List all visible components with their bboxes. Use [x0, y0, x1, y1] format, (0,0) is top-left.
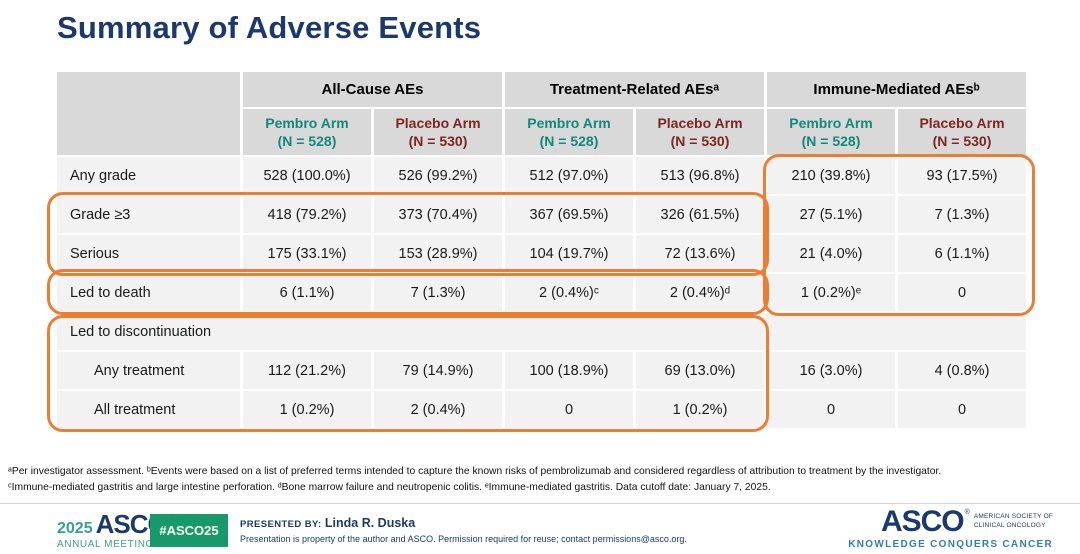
column-group-treatment-related: Treatment-Related AEsᵃ — [505, 72, 764, 107]
society-name-line1: AMERICAN SOCIETY OF — [973, 513, 1053, 521]
hashtag-badge: #ASCO25 — [150, 514, 228, 547]
table-cell: 0 — [767, 391, 895, 428]
presented-by-block: PRESENTED BY: Linda R. Duska Presentatio… — [240, 516, 687, 544]
table-cell: 373 (70.4%) — [374, 196, 502, 233]
arm-name: Pembro Arm — [527, 114, 611, 131]
footnotes: ᵃPer investigator assessment. ᵇEvents we… — [8, 464, 1076, 495]
column-header-allcause-pembro: Pembro Arm (N = 528) — [243, 109, 371, 155]
table-grid: All-Cause AEs Treatment-Related AEsᵃ Imm… — [57, 72, 1026, 428]
column-header-allcause-placebo: Placebo Arm (N = 530) — [374, 109, 502, 155]
row-label-any-treatment: Any treatment — [57, 352, 240, 389]
table-cell: 0 — [898, 391, 1026, 428]
table-cell: 72 (13.6%) — [636, 235, 764, 272]
slide-title: Summary of Adverse Events — [57, 10, 482, 45]
column-group-immune-mediated: Immune-Mediated AEsᵇ — [767, 72, 1026, 107]
row-label-serious: Serious — [57, 235, 240, 272]
row-label-led-to-discontinuation: Led to discontinuation — [57, 313, 1026, 350]
table-cell: 1 (0.2%) — [636, 391, 764, 428]
table-cell: 512 (97.0%) — [505, 157, 633, 194]
table-cell: 93 (17.5%) — [898, 157, 1026, 194]
table-cell: 2 (0.4%)ᵈ — [636, 274, 764, 311]
table-cell: 1 (0.2%)ᵉ — [767, 274, 895, 311]
table-cell: 79 (14.9%) — [374, 352, 502, 389]
row-label-any-grade: Any grade — [57, 157, 240, 194]
table-cell: 27 (5.1%) — [767, 196, 895, 233]
footnote-line-2: ᶜImmune-mediated gastritis and large int… — [8, 481, 771, 493]
table-cell: 21 (4.0%) — [767, 235, 895, 272]
table-cell: 2 (0.4%)ᶜ — [505, 274, 633, 311]
footer-divider — [0, 503, 1080, 504]
arm-n: (N = 528) — [277, 133, 337, 149]
table-cell: 513 (96.8%) — [636, 157, 764, 194]
table-cell: 326 (61.5%) — [636, 196, 764, 233]
table-corner-cell — [57, 72, 240, 155]
asco-tagline: KNOWLEDGE CONQUERS CANCER — [848, 539, 1053, 550]
arm-name: Pembro Arm — [265, 114, 349, 131]
society-name-line2: CLINICAL ONCOLOGY — [973, 522, 1046, 529]
annual-meeting-label: ANNUAL MEETING — [57, 539, 154, 550]
adverse-events-table: All-Cause AEs Treatment-Related AEsᵃ Imm… — [47, 72, 1035, 432]
row-label-all-treatment: All treatment — [57, 391, 240, 428]
column-header-immunemediated-placebo: Placebo Arm (N = 530) — [898, 109, 1026, 155]
table-cell: 100 (18.9%) — [505, 352, 633, 389]
table-cell: 175 (33.1%) — [243, 235, 371, 272]
table-cell: 528 (100.0%) — [243, 157, 371, 194]
arm-name: Placebo Arm — [919, 114, 1005, 131]
registered-mark-icon: ® — [964, 509, 970, 516]
table-cell: 6 (1.1%) — [898, 235, 1026, 272]
presented-by-label: PRESENTED BY: — [240, 519, 322, 530]
asco-society-logo: ASCO ® AMERICAN SOCIETY OF CLINICAL ONCO… — [848, 505, 1053, 551]
table-cell: 4 (0.8%) — [898, 352, 1026, 389]
table-cell: 2 (0.4%) — [374, 391, 502, 428]
table-cell: 112 (21.2%) — [243, 352, 371, 389]
table-cell: 7 (1.3%) — [898, 196, 1026, 233]
table-cell: 418 (79.2%) — [243, 196, 371, 233]
column-header-treatmentrelated-placebo: Placebo Arm (N = 530) — [636, 109, 764, 155]
table-cell: 0 — [898, 274, 1026, 311]
table-cell: 104 (19.7%) — [505, 235, 633, 272]
column-header-treatmentrelated-pembro: Pembro Arm (N = 528) — [505, 109, 633, 155]
asco-wordmark: ASCO — [880, 505, 965, 538]
table-cell: 210 (39.8%) — [767, 157, 895, 194]
arm-n: (N = 530) — [670, 133, 730, 149]
footnote-line-1: ᵃPer investigator assessment. ᵇEvents we… — [8, 466, 942, 477]
permission-disclaimer: Presentation is property of the author a… — [240, 534, 687, 544]
table-cell: 16 (3.0%) — [767, 352, 895, 389]
row-label-led-to-death: Led to death — [57, 274, 240, 311]
table-cell: 0 — [505, 391, 633, 428]
presenter-name: Linda R. Duska — [324, 516, 416, 530]
table-cell: 69 (13.0%) — [636, 352, 764, 389]
arm-n: (N = 528) — [539, 133, 599, 149]
table-cell: 6 (1.1%) — [243, 274, 371, 311]
arm-n: (N = 530) — [932, 133, 992, 149]
table-cell: 7 (1.3%) — [374, 274, 502, 311]
meeting-year: 2025 — [57, 520, 93, 537]
table-cell: 1 (0.2%) — [243, 391, 371, 428]
table-cell: 526 (99.2%) — [374, 157, 502, 194]
arm-n: (N = 528) — [801, 133, 861, 149]
arm-name: Placebo Arm — [657, 114, 743, 131]
arm-n: (N = 530) — [408, 133, 468, 149]
row-label-grade-3: Grade ≥3 — [57, 196, 240, 233]
arm-name: Placebo Arm — [395, 114, 481, 131]
table-cell: 367 (69.5%) — [505, 196, 633, 233]
arm-name: Pembro Arm — [789, 114, 873, 131]
column-group-all-cause: All-Cause AEs — [243, 72, 502, 107]
table-cell: 153 (28.9%) — [374, 235, 502, 272]
column-header-immunemediated-pembro: Pembro Arm (N = 528) — [767, 109, 895, 155]
